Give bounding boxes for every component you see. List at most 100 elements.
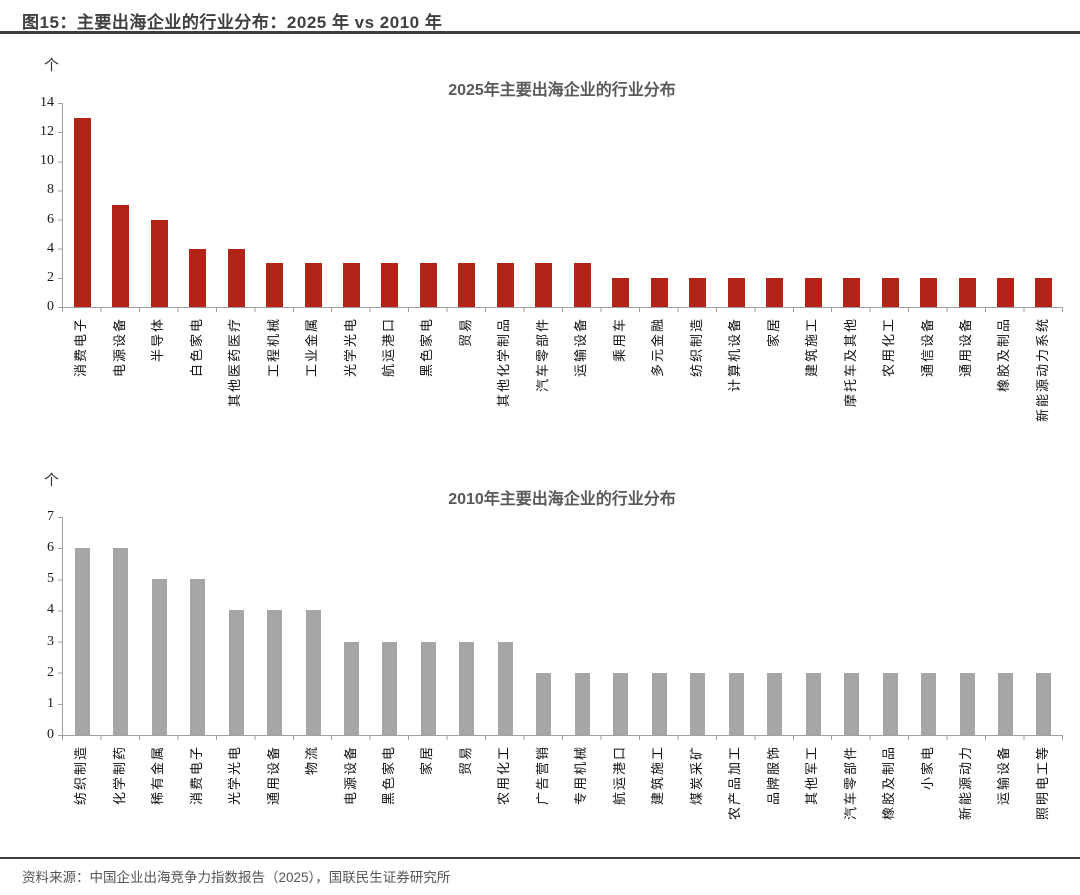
category-cell: 工程机械 xyxy=(254,313,292,451)
category-cell: 通用设备 xyxy=(947,313,985,451)
category-cell: 航运港口 xyxy=(370,313,408,451)
bar-cell xyxy=(255,517,293,735)
bar xyxy=(113,548,129,735)
category-label: 汽车零部件 xyxy=(534,317,550,393)
bar-cell xyxy=(717,517,755,735)
category-cell: 农用化工 xyxy=(485,741,523,859)
bar-cell xyxy=(909,103,947,307)
category-label: 工业金属 xyxy=(304,317,320,378)
category-cell: 贸易 xyxy=(447,741,485,859)
category-labels: 消费电子 电源设备 半导体 白色家电 其他医药医疗 工程机械 工业金属 光学光电 航运港口 黑色家… xyxy=(62,313,1062,451)
category-cell: 摩托车及其他 xyxy=(831,313,869,451)
category-cell: 建筑施工 xyxy=(793,313,831,451)
chart-title-2010: 2010年主要出海企业的行业分布 xyxy=(448,491,676,508)
category-cell: 小家电 xyxy=(908,741,946,859)
category-label: 乘用车 xyxy=(611,317,627,363)
bar-cell xyxy=(909,517,947,735)
y-tick-label: 7 xyxy=(47,509,54,524)
bar-cell xyxy=(602,103,640,307)
bar-cell xyxy=(1025,517,1063,735)
bar xyxy=(650,277,668,307)
bar-cell xyxy=(140,517,178,735)
chart-title-2025: 2025年主要出海企业的行业分布 xyxy=(448,82,676,99)
bar xyxy=(921,672,937,735)
category-label: 消费电子 xyxy=(188,745,204,806)
bar-cell xyxy=(525,517,563,735)
category-label: 广告营销 xyxy=(534,745,550,806)
bar-cell xyxy=(217,517,255,735)
bar xyxy=(189,248,207,307)
bar xyxy=(728,672,744,735)
category-label: 照明电工等 xyxy=(1034,745,1050,821)
bar xyxy=(844,672,860,735)
bar xyxy=(767,672,783,735)
category-label: 稀有金属 xyxy=(150,745,166,806)
bar xyxy=(613,672,629,735)
bar xyxy=(573,263,591,307)
category-label: 家居 xyxy=(419,745,435,776)
category-label: 计算机设备 xyxy=(727,317,743,393)
bar xyxy=(612,277,630,307)
bar-cell xyxy=(986,517,1024,735)
bars xyxy=(63,517,1063,735)
bar xyxy=(304,263,322,307)
category-label: 品牌服饰 xyxy=(765,745,781,806)
category-cell: 橡胶及制品 xyxy=(985,313,1023,451)
bar xyxy=(266,263,284,307)
category-label: 电源设备 xyxy=(111,317,127,378)
x-axis-tick-marks xyxy=(62,308,1063,312)
y-tick-label: 8 xyxy=(47,182,54,198)
category-cell: 纺织制造 xyxy=(678,313,716,451)
bar-cell xyxy=(640,517,678,735)
bar-cell xyxy=(717,103,755,307)
category-cell: 运输设备 xyxy=(562,313,600,451)
y-tick-label: 4 xyxy=(47,240,54,256)
category-label: 其他化学制品 xyxy=(496,317,512,408)
bar-cell xyxy=(486,517,524,735)
category-label: 建筑施工 xyxy=(650,745,666,806)
bar xyxy=(497,641,513,735)
y-tick-label: 0 xyxy=(47,299,54,314)
bar xyxy=(151,579,167,735)
category-cell: 新能源动力 xyxy=(947,741,985,859)
bar xyxy=(535,263,553,307)
category-cell: 通信设备 xyxy=(908,313,946,451)
bar-cell xyxy=(794,517,832,735)
category-label: 汽车零部件 xyxy=(842,745,858,821)
y-axis-tick-labels: 0 1 2 3 4 5 6 7 xyxy=(14,509,54,742)
bar-cell xyxy=(409,517,447,735)
bar-cell xyxy=(563,103,601,307)
category-label: 航运港口 xyxy=(611,745,627,806)
bar-cell xyxy=(101,103,139,307)
category-label: 化学制药 xyxy=(111,745,127,806)
category-cell: 乘用车 xyxy=(601,313,639,451)
bar-cell xyxy=(679,517,717,735)
bar-cell xyxy=(371,517,409,735)
category-cell: 半导体 xyxy=(139,313,177,451)
bar xyxy=(267,610,283,735)
category-label: 通用设备 xyxy=(958,317,974,378)
bar-cell xyxy=(217,103,255,307)
category-cell: 广告营销 xyxy=(524,741,562,859)
bar-cell xyxy=(371,103,409,307)
bar-cell xyxy=(332,103,370,307)
category-cell: 消费电子 xyxy=(62,313,100,451)
bar-cell xyxy=(563,517,601,735)
category-label: 通用设备 xyxy=(265,745,281,806)
category-cell: 黑色家电 xyxy=(408,313,446,451)
bar-cell xyxy=(640,103,678,307)
bar-cell xyxy=(948,517,986,735)
bar xyxy=(227,248,245,307)
category-label: 煤炭采矿 xyxy=(688,745,704,806)
category-cell: 专用机械 xyxy=(562,741,600,859)
category-cell: 建筑施工 xyxy=(639,741,677,859)
category-cell: 家居 xyxy=(408,741,446,859)
category-label: 光学光电 xyxy=(342,317,358,378)
bar-cell xyxy=(101,517,139,735)
plot-area xyxy=(62,103,1063,308)
bar-cell xyxy=(755,103,793,307)
category-label: 航运港口 xyxy=(380,317,396,378)
bar-cell xyxy=(794,103,832,307)
bar xyxy=(881,277,899,307)
category-label: 运输设备 xyxy=(573,317,589,378)
